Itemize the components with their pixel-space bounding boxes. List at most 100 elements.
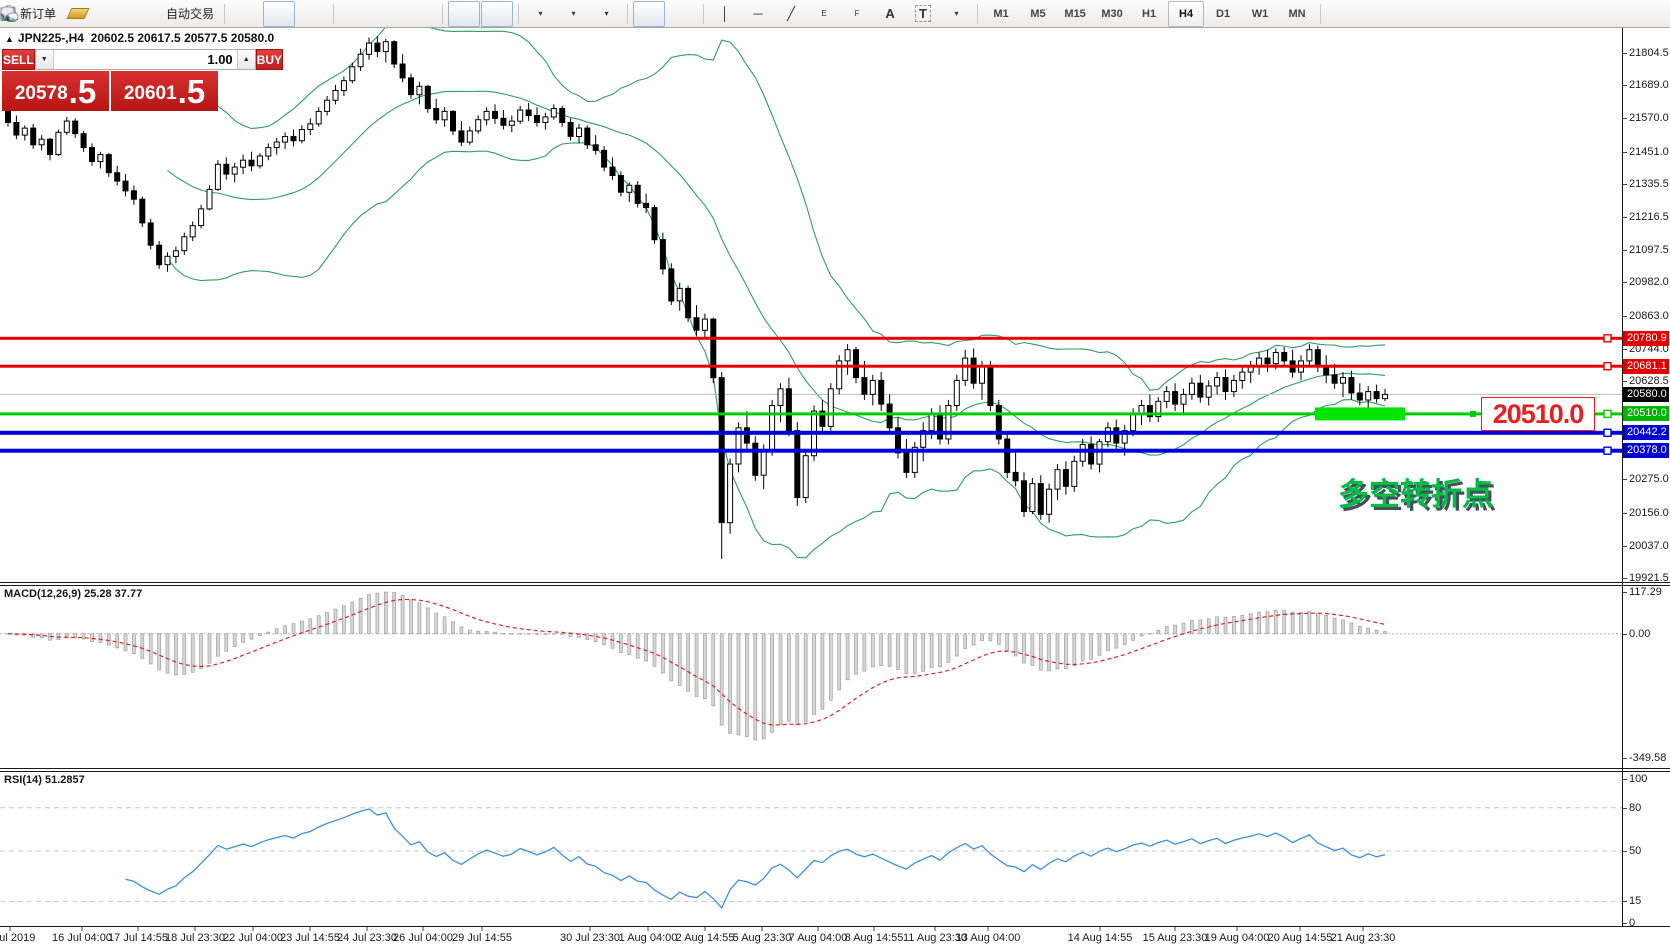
zoom-in-button[interactable] [1, 1, 371, 27]
one-click-trading-panel: SELL ▼ ▲ BUY 20578.5 20601.5 [2, 49, 284, 111]
volume-input[interactable] [53, 50, 237, 69]
dropdown-caret-icon: ▾ [954, 9, 959, 18]
time-tick-label: 14 Aug 14:55 [1067, 932, 1133, 944]
time-tick-label: 1 Aug 04:00 [618, 932, 678, 944]
crosshair-button[interactable] [1, 1, 698, 27]
time-tick-mark [987, 927, 989, 931]
volume-increase-button[interactable]: ▲ [236, 50, 255, 69]
volume-decrease-button[interactable]: ▼ [35, 50, 54, 69]
arrows-tool-button[interactable]: ▾ [2, 1, 972, 27]
price-tick-label: 20156.0 [1629, 506, 1669, 519]
tile-windows-button[interactable] [0, 1, 437, 27]
deposit-button[interactable] [62, 1, 94, 27]
sell-button[interactable]: SELL [2, 49, 35, 70]
sell-price-int: 20578 [14, 83, 68, 104]
timeframe-d1-button[interactable]: D1 [1216, 7, 1231, 20]
time-tick-label: 22 Jul 04:00 [223, 932, 283, 944]
time-tick-mark [1174, 927, 1176, 931]
timeframe-h1-button[interactable]: H1 [1142, 7, 1157, 20]
chart-shift-button[interactable] [0, 0, 514, 27]
timeframe-m30-button[interactable]: M30 [1101, 7, 1123, 20]
vertical-line-tool-button[interactable]: │ [709, 1, 741, 27]
price-tick-label: 21335.5 [1629, 177, 1669, 190]
panel-separator[interactable] [0, 582, 1670, 586]
new-order-button[interactable]: 新订单 [1, 1, 61, 27]
line-chart-button[interactable] [0, 1, 328, 27]
time-tick-label: 29 Jul 14:55 [452, 932, 512, 944]
turning-point-annotation[interactable]: 多空转折点 [1338, 477, 1493, 512]
buy-price-int: 20601 [123, 83, 177, 104]
fibonacci-tool-button[interactable]: F [1, 1, 873, 27]
bar-chart-button[interactable] [0, 1, 262, 27]
candlestick-chart-button[interactable] [0, 0, 296, 27]
time-tick-mark [9, 927, 11, 931]
signals-button[interactable] [1, 1, 160, 27]
macd-panel[interactable] [0, 586, 1622, 768]
price-tick-label: 20982.0 [1629, 276, 1669, 289]
price-tick-mark [1623, 216, 1627, 218]
macd-tick-mark [1623, 592, 1627, 593]
new-order-label: 新订单 [20, 7, 57, 21]
trendline-tool-button[interactable]: ╱ [775, 1, 807, 27]
price-tick-mark [1623, 183, 1627, 185]
sell-price-button[interactable]: 20578.5 [2, 71, 109, 111]
cursor-button[interactable] [3, 0, 666, 27]
timeframe-mn-button[interactable]: MN [1288, 7, 1306, 20]
autoscroll-button[interactable] [0, 0, 481, 27]
price-badge: 20378.0 [1623, 443, 1669, 459]
time-tick-label: 19 Aug 04:00 [1204, 932, 1270, 944]
timeframe-h4-button[interactable]: H4 [1168, 0, 1205, 27]
text-tool-button[interactable]: A [874, 1, 906, 27]
time-tick-mark [194, 927, 196, 931]
autotrading-button[interactable]: 自动交易 [1, 1, 219, 27]
price-annotation-box[interactable]: 20510.0 [1481, 397, 1595, 431]
macd-label: MACD(12,26,9) 25.28 37.77 [4, 588, 143, 600]
time-tick-mark [137, 927, 139, 931]
time-tick-label: 26 Jul 04:00 [393, 932, 453, 944]
time-tick-mark [81, 927, 83, 931]
time-tick-mark [647, 927, 649, 931]
rsi-panel[interactable] [0, 772, 1622, 926]
chart-title-marker-icon: ▲ [5, 34, 14, 44]
price-tick-label: 21097.5 [1629, 244, 1669, 257]
toolbar-separator [703, 3, 705, 24]
price-chart[interactable] [0, 28, 1622, 582]
toolbar: 新订单 自动交易 [0, 0, 1670, 28]
timeframe-m15-button[interactable]: M15 [1064, 7, 1086, 20]
price-badge: 20580.0 [1623, 386, 1669, 402]
rsi-tick-mark [1623, 923, 1627, 924]
macd-tick-label: 0.00 [1629, 627, 1651, 640]
price-badge: 20510.0 [1623, 406, 1669, 422]
periods-button[interactable]: ▾ [0, 1, 589, 27]
channel-mark: E [821, 9, 827, 18]
toolbar-separator [333, 3, 335, 24]
profile-button[interactable] [2, 1, 127, 27]
templates-button[interactable]: ▾ [0, 1, 622, 27]
search-button[interactable] [1, 1, 1634, 27]
macd-tick-label: -349.58 [1629, 752, 1667, 764]
price-tick-mark [1623, 545, 1627, 547]
price-badge: 20442.2 [1623, 425, 1669, 441]
text-label-tool-button[interactable]: T [907, 1, 939, 27]
panel-separator[interactable] [0, 768, 1670, 772]
buy-price-button[interactable]: 20601.5 [111, 71, 218, 111]
rsi-tick-label: 100 [1629, 773, 1648, 785]
chat-button[interactable] [0, 1, 1667, 27]
horizontal-line-tool-button[interactable]: ─ [742, 1, 774, 27]
time-tick-mark [366, 927, 368, 931]
timeframe-m1-button[interactable]: M1 [993, 7, 1009, 20]
time-tick-label: 21 Aug 23:30 [1330, 932, 1396, 944]
price-tick-label: 20037.0 [1629, 539, 1669, 552]
buy-button[interactable]: BUY [255, 49, 284, 70]
toolbar-separator [518, 3, 520, 24]
price-tick-label: 20863.0 [1629, 309, 1669, 322]
zoom-out-button[interactable] [1, 1, 404, 27]
indicators-button[interactable]: ▾ [1, 1, 556, 27]
time-tick-label: 15 Aug 23:30 [1142, 932, 1208, 944]
dropdown-caret-icon: ▾ [538, 9, 543, 18]
ohlc-values: 20602.5 20617.5 20577.5 20580.0 [90, 31, 275, 45]
timeframe-w1-button[interactable]: W1 [1251, 7, 1269, 20]
channel-tool-button[interactable]: E [0, 1, 840, 27]
timeframe-m5-button[interactable]: M5 [1030, 7, 1046, 20]
